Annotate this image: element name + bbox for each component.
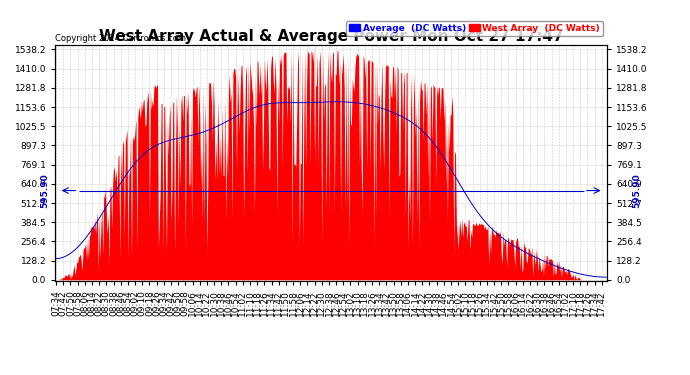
Legend: Average  (DC Watts), West Array  (DC Watts): Average (DC Watts), West Array (DC Watts… <box>346 21 602 36</box>
Text: 595.90: 595.90 <box>632 173 641 208</box>
Text: 595.90: 595.90 <box>40 173 49 208</box>
Title: West Array Actual & Average Power Mon Oct 27 17:47: West Array Actual & Average Power Mon Oc… <box>99 29 564 44</box>
Text: Copyright 2014 Cartronics.com: Copyright 2014 Cartronics.com <box>55 34 186 43</box>
